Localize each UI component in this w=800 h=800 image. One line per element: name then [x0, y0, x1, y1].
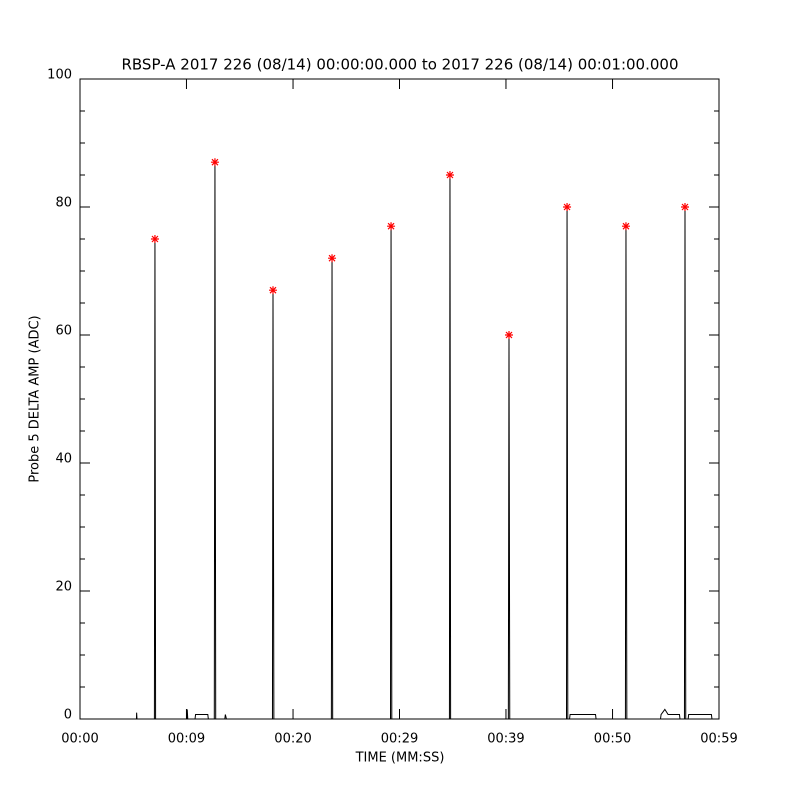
- y-tick-label: 60: [55, 324, 72, 339]
- x-tick-label: 00:39: [487, 732, 524, 747]
- x-tick-label: 00:00: [61, 732, 98, 747]
- x-tick-label: 00:20: [274, 732, 311, 747]
- x-tick-label: 00:09: [168, 732, 205, 747]
- y-tick-label: 80: [55, 196, 72, 211]
- x-tick-label: 00:59: [700, 732, 737, 747]
- peak-marker: [387, 222, 396, 231]
- peak-marker: [445, 171, 454, 179]
- y-axis-label: Probe 5 DELTA AMP (ADC): [28, 315, 43, 482]
- peak-marker: [210, 158, 219, 167]
- data-line: [80, 162, 719, 720]
- y-tick-label: 40: [55, 452, 72, 467]
- x-axis-label: TIME (MM:SS): [355, 751, 445, 766]
- x-tick-label: 00:29: [381, 732, 418, 747]
- peak-marker: [150, 235, 159, 243]
- peak-marker: [563, 203, 572, 211]
- peak-marker: [504, 331, 513, 339]
- chart-title: RBSP-A 2017 226 (08/14) 00:00:00.000 to …: [121, 56, 678, 74]
- plot-frame: [79, 78, 720, 720]
- y-tick-label: 100: [47, 68, 72, 83]
- peak-marker: [328, 254, 337, 263]
- y-tick-label: 0: [64, 708, 72, 723]
- x-tick-label: 00:50: [594, 732, 631, 747]
- peak-marker: [269, 286, 277, 295]
- peak-marker: [680, 203, 689, 211]
- y-tick-label: 20: [55, 580, 72, 595]
- peak-marker: [621, 222, 630, 231]
